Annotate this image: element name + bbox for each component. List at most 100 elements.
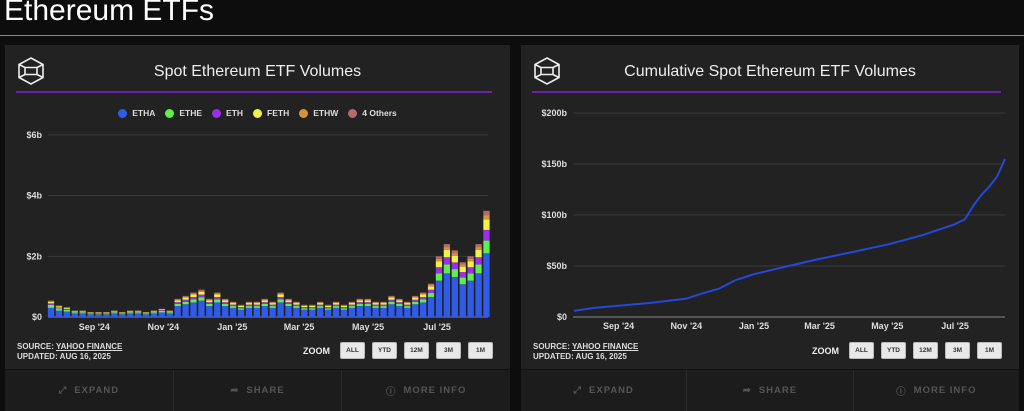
bar-ethe[interactable] [435,273,443,281]
bar-feth[interactable] [435,261,443,268]
bar-ethw[interactable] [435,258,443,262]
bar-etha[interactable] [380,307,387,317]
bar-4-others[interactable] [222,298,229,300]
bar-4-others[interactable] [404,301,411,303]
bar-feth[interactable] [55,306,63,308]
bar-etha[interactable] [427,296,435,317]
bar-eth[interactable] [245,304,253,307]
bar-ethw[interactable] [214,293,221,295]
bar-ethe[interactable] [372,306,379,308]
bar-ethw[interactable] [285,299,292,301]
bar-feth[interactable] [285,300,292,303]
bar-etha[interactable] [324,309,332,317]
bar-etha[interactable] [253,307,261,317]
bar-feth[interactable] [309,305,316,307]
bar-ethe[interactable] [103,313,110,315]
bar-ethe[interactable] [71,312,78,314]
bar-eth[interactable] [293,304,300,307]
bar-eth[interactable] [261,302,268,304]
expand-button[interactable]: ⤢ EXPAND [5,370,174,411]
bar-eth[interactable] [63,308,70,310]
bar-ethe[interactable] [245,306,253,308]
bar-etha[interactable] [214,302,221,317]
bar-eth[interactable] [79,311,86,313]
bar-eth[interactable] [483,229,490,241]
bar-ethe[interactable] [182,301,189,305]
bar-feth[interactable] [475,249,482,258]
cumulative-line[interactable] [573,158,1006,312]
bar-etha[interactable] [301,309,308,317]
bar-ethe[interactable] [95,313,102,315]
bar-etha[interactable] [467,280,474,317]
bar-ethw[interactable] [269,302,276,304]
bar-eth[interactable] [47,303,55,305]
bar-4-others[interactable] [348,301,356,303]
zoom-button-12m[interactable]: 12M [404,342,429,359]
bar-eth[interactable] [55,307,63,309]
bar-etha[interactable] [419,302,427,317]
bar-feth[interactable] [190,294,197,297]
bar-feth[interactable] [324,305,332,307]
bar-ethw[interactable] [261,299,268,301]
bar-ethw[interactable] [317,302,324,304]
bar-etha[interactable] [142,314,150,317]
legend-item[interactable]: ETHW [299,108,338,118]
bar-ethe[interactable] [142,313,150,315]
bar-eth[interactable] [427,289,435,294]
zoom-button-1m[interactable]: 1M [977,342,1002,359]
bar-etha[interactable] [127,313,134,317]
share-button[interactable]: ➦ SHARE [174,370,343,411]
bar-feth[interactable] [253,303,261,305]
bar-eth[interactable] [301,306,308,309]
bar-ethe[interactable] [150,312,158,314]
bar-4-others[interactable] [451,250,458,254]
legend-item[interactable]: ETHA [118,108,155,118]
bar-ethe[interactable] [412,301,419,305]
bar-etha[interactable] [388,304,395,317]
bar-etha[interactable] [229,307,237,317]
bar-eth[interactable] [348,304,356,307]
bar-eth[interactable] [222,302,229,304]
bar-ethe[interactable] [127,312,134,314]
bar-etha[interactable] [443,273,451,317]
bar-etha[interactable] [47,307,55,317]
bar-eth[interactable] [253,304,261,307]
bar-feth[interactable] [47,301,55,304]
bar-4-others[interactable] [364,298,371,300]
bar-eth[interactable] [459,272,466,278]
bar-eth[interactable] [317,304,324,307]
bar-feth[interactable] [459,266,466,273]
bar-etha[interactable] [237,309,245,317]
bar-eth[interactable] [340,306,348,309]
bar-ethw[interactable] [222,299,229,301]
bar-ethe[interactable] [324,308,332,310]
bar-eth[interactable] [134,311,142,313]
bar-ethw[interactable] [412,296,419,298]
bar-ethe[interactable] [206,303,213,307]
bar-etha[interactable] [412,304,419,317]
bar-etha[interactable] [158,312,165,317]
bar-ethe[interactable] [269,306,276,308]
bar-4-others[interactable] [253,301,261,303]
bar-etha[interactable] [317,307,324,317]
bar-eth[interactable] [277,296,284,300]
bar-eth[interactable] [214,296,221,300]
bar-4-others[interactable] [332,301,340,303]
bar-4-others[interactable] [285,298,292,300]
bar-4-others[interactable] [412,295,419,297]
bar-ethw[interactable] [277,293,284,295]
bar-etha[interactable] [356,306,363,317]
bar-eth[interactable] [190,296,197,300]
bar-etha[interactable] [190,302,197,317]
bar-ethw[interactable] [253,302,261,304]
bar-ethe[interactable] [237,308,245,310]
zoom-button-3m[interactable]: 3M [945,342,970,359]
bar-feth[interactable] [71,310,78,312]
bar-ethe[interactable] [214,299,221,303]
bar-ethe[interactable] [451,269,458,277]
bar-etha[interactable] [182,304,189,317]
bar-4-others[interactable] [214,292,221,294]
bar-feth[interactable] [317,303,324,305]
bar-etha[interactable] [293,307,300,317]
bar-eth[interactable] [166,311,173,313]
